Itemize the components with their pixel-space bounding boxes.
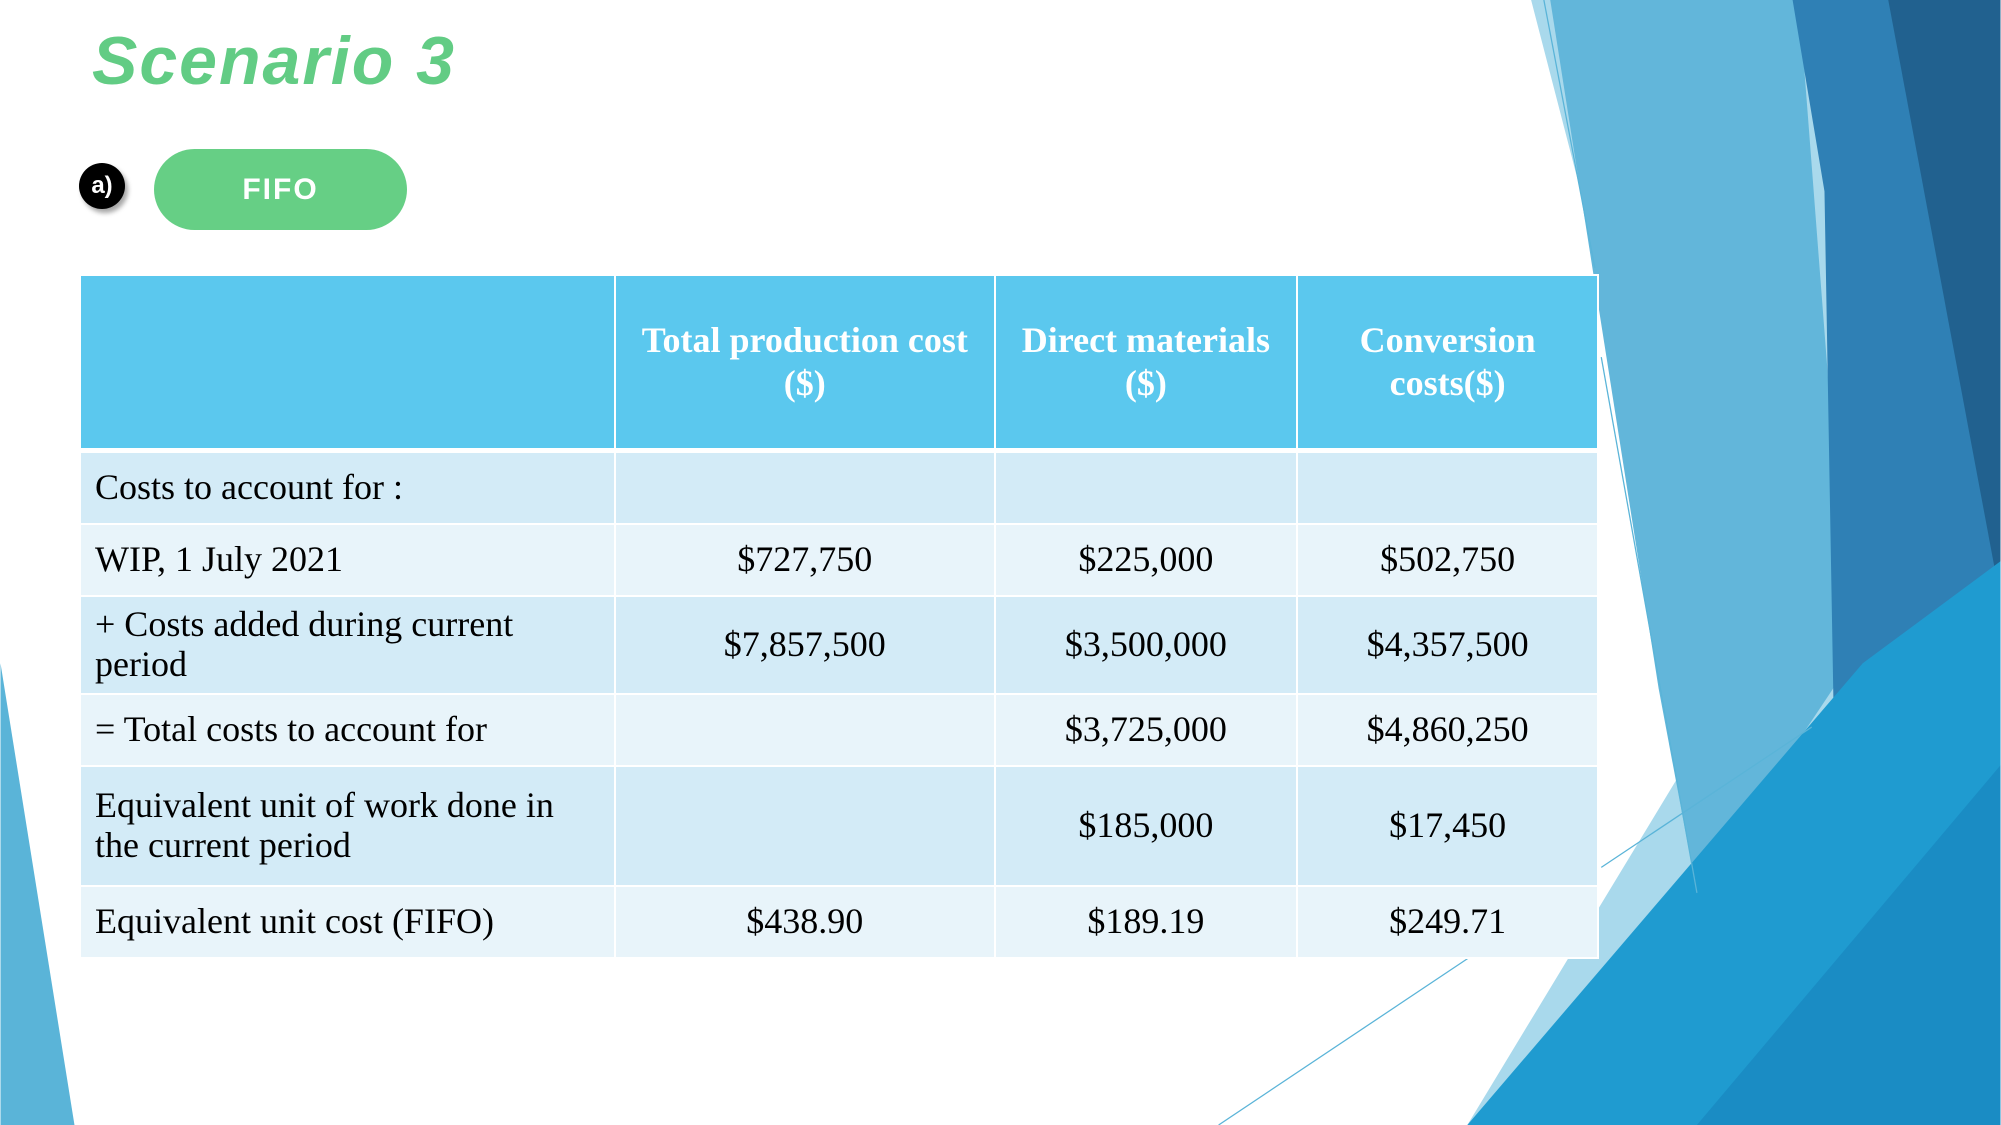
table-row: + Costs added during current period $7,85… <box>78 595 1599 695</box>
slide-title: Scenario 3 <box>92 23 456 99</box>
value-cell: $727,750 <box>614 523 996 597</box>
header-cell <box>78 274 617 453</box>
row-label: Equivalent unit cost (FIFO) <box>78 885 617 959</box>
value-cell <box>614 765 996 887</box>
value-cell: $189.19 <box>993 885 1299 959</box>
value-cell: $4,357,500 <box>1296 595 1599 695</box>
header-row: Total production cost ($) Direct material… <box>78 274 1599 453</box>
value-cell: $7,857,500 <box>614 595 996 695</box>
value-cell <box>614 449 996 525</box>
value-cell: $185,000 <box>993 765 1299 887</box>
cost-table: Total production cost ($) Direct material… <box>78 274 1599 959</box>
row-label: Equivalent unit of work done in the curr… <box>78 765 617 887</box>
value-cell: $4,860,250 <box>1296 693 1599 767</box>
value-cell: $3,500,000 <box>993 595 1299 695</box>
method-button[interactable]: FIFO <box>154 149 407 230</box>
header-cell: Total production cost ($) <box>614 274 996 453</box>
table-row: Equivalent unit cost (FIFO) $438.90 $189.1… <box>78 885 1599 959</box>
value-cell <box>614 693 996 767</box>
table-row: Equivalent unit of work done in the curr… <box>78 765 1599 887</box>
table-row: Costs to account for : <box>78 449 1599 525</box>
header-cell: Direct materials ($) <box>993 274 1299 453</box>
row-label: = Total costs to account for <box>78 693 617 767</box>
value-cell: $438.90 <box>614 885 996 959</box>
row-label: WIP, 1 July 2021 <box>78 523 617 597</box>
value-cell: $3,725,000 <box>993 693 1299 767</box>
value-cell <box>993 449 1299 525</box>
table-row: = Total costs to account for $3,725,000 $4… <box>78 693 1599 767</box>
value-cell <box>1296 449 1599 525</box>
value-cell: $249.71 <box>1296 885 1599 959</box>
value-cell: $225,000 <box>993 523 1299 597</box>
row-label: + Costs added during current period <box>78 595 617 695</box>
header-cell: Conversion costs($) <box>1296 274 1599 453</box>
value-cell: $17,450 <box>1296 765 1599 887</box>
row-label: Costs to account for : <box>78 449 617 525</box>
value-cell: $502,750 <box>1296 523 1599 597</box>
badge: a) <box>79 163 125 209</box>
table-row: WIP, 1 July 2021 $727,750 $225,000 $502,750 <box>78 523 1599 597</box>
